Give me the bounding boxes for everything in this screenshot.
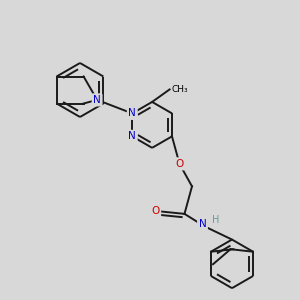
Text: N: N [93,95,101,105]
Text: CH₃: CH₃ [172,85,188,94]
Text: N: N [128,131,136,141]
Text: O: O [176,159,184,169]
Text: N: N [199,219,206,230]
Text: H: H [212,215,220,225]
Text: O: O [152,206,160,216]
Text: N: N [128,108,136,118]
